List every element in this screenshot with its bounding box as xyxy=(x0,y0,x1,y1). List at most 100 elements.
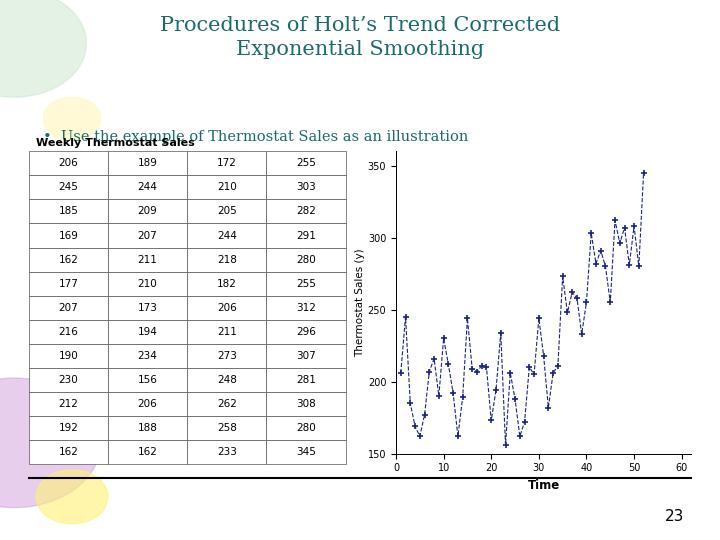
Text: 189: 189 xyxy=(138,158,158,168)
Bar xyxy=(108,344,187,368)
Bar xyxy=(29,199,108,224)
Bar xyxy=(187,416,266,440)
Bar xyxy=(29,392,108,416)
Text: 280: 280 xyxy=(296,255,316,265)
Bar xyxy=(187,199,266,224)
Text: 248: 248 xyxy=(217,375,237,385)
Bar xyxy=(108,392,187,416)
Text: 258: 258 xyxy=(217,423,237,433)
Text: 177: 177 xyxy=(58,279,78,289)
Bar xyxy=(266,176,346,199)
Text: 216: 216 xyxy=(58,327,78,337)
Text: 303: 303 xyxy=(296,183,316,192)
Bar xyxy=(187,247,266,272)
Text: 190: 190 xyxy=(58,351,78,361)
Bar xyxy=(266,392,346,416)
Text: 156: 156 xyxy=(138,375,158,385)
Bar xyxy=(187,344,266,368)
Text: 205: 205 xyxy=(217,206,237,217)
Text: 244: 244 xyxy=(217,231,237,240)
Bar xyxy=(266,344,346,368)
Bar xyxy=(266,368,346,392)
Bar xyxy=(187,440,266,464)
Bar xyxy=(108,151,187,176)
Bar xyxy=(108,320,187,344)
Text: 169: 169 xyxy=(58,231,78,240)
Text: 182: 182 xyxy=(217,279,237,289)
Text: 192: 192 xyxy=(58,423,78,433)
Bar xyxy=(29,296,108,320)
Bar xyxy=(187,392,266,416)
Text: 210: 210 xyxy=(138,279,158,289)
Bar xyxy=(108,176,187,199)
Bar xyxy=(108,296,187,320)
Text: 211: 211 xyxy=(138,255,158,265)
Text: 296: 296 xyxy=(296,327,316,337)
Bar xyxy=(29,151,108,176)
Y-axis label: Thermostat Sales (y): Thermostat Sales (y) xyxy=(355,248,365,357)
Bar xyxy=(29,416,108,440)
Text: 218: 218 xyxy=(217,255,237,265)
Bar xyxy=(187,320,266,344)
Text: 345: 345 xyxy=(296,447,316,457)
Bar xyxy=(266,247,346,272)
Bar xyxy=(29,247,108,272)
Text: 206: 206 xyxy=(138,399,158,409)
Text: 307: 307 xyxy=(296,351,316,361)
Text: 291: 291 xyxy=(296,231,316,240)
Text: 281: 281 xyxy=(296,375,316,385)
Bar xyxy=(266,272,346,296)
Text: 185: 185 xyxy=(58,206,78,217)
Text: 172: 172 xyxy=(217,158,237,168)
Bar xyxy=(29,224,108,247)
Bar xyxy=(108,224,187,247)
Bar xyxy=(108,368,187,392)
Text: 234: 234 xyxy=(138,351,158,361)
Bar xyxy=(187,368,266,392)
Text: 255: 255 xyxy=(296,158,316,168)
Bar xyxy=(187,151,266,176)
Text: 212: 212 xyxy=(58,399,78,409)
Text: 173: 173 xyxy=(138,303,158,313)
Text: 23: 23 xyxy=(665,509,684,524)
Bar xyxy=(29,272,108,296)
Bar xyxy=(108,247,187,272)
Text: Weekly Thermostat Sales: Weekly Thermostat Sales xyxy=(36,138,194,149)
Bar xyxy=(187,296,266,320)
X-axis label: Time: Time xyxy=(528,479,559,492)
Bar xyxy=(29,368,108,392)
Text: 230: 230 xyxy=(58,375,78,385)
Text: 206: 206 xyxy=(58,158,78,168)
Text: 255: 255 xyxy=(296,279,316,289)
Text: 206: 206 xyxy=(217,303,237,313)
Bar xyxy=(266,199,346,224)
Text: 233: 233 xyxy=(217,447,237,457)
Text: 209: 209 xyxy=(138,206,158,217)
Bar xyxy=(266,320,346,344)
Text: 312: 312 xyxy=(296,303,316,313)
Bar xyxy=(29,176,108,199)
Text: 282: 282 xyxy=(296,206,316,217)
Text: Procedures of Holt’s Trend Corrected
Exponential Smoothing: Procedures of Holt’s Trend Corrected Exp… xyxy=(160,16,560,59)
Text: 188: 188 xyxy=(138,423,158,433)
Text: •  Use the example of Thermostat Sales as an illustration: • Use the example of Thermostat Sales as… xyxy=(43,130,469,144)
Text: 245: 245 xyxy=(58,183,78,192)
Bar xyxy=(29,320,108,344)
Bar xyxy=(187,272,266,296)
Text: 211: 211 xyxy=(217,327,237,337)
Bar xyxy=(108,440,187,464)
Bar xyxy=(266,151,346,176)
Text: 194: 194 xyxy=(138,327,158,337)
Bar xyxy=(187,224,266,247)
Text: 207: 207 xyxy=(138,231,158,240)
Text: 273: 273 xyxy=(217,351,237,361)
Text: 210: 210 xyxy=(217,183,237,192)
Text: 244: 244 xyxy=(138,183,158,192)
Bar xyxy=(108,199,187,224)
Text: 207: 207 xyxy=(58,303,78,313)
Text: 308: 308 xyxy=(296,399,316,409)
Bar xyxy=(108,416,187,440)
Bar xyxy=(187,176,266,199)
Bar xyxy=(29,440,108,464)
Text: 162: 162 xyxy=(138,447,158,457)
